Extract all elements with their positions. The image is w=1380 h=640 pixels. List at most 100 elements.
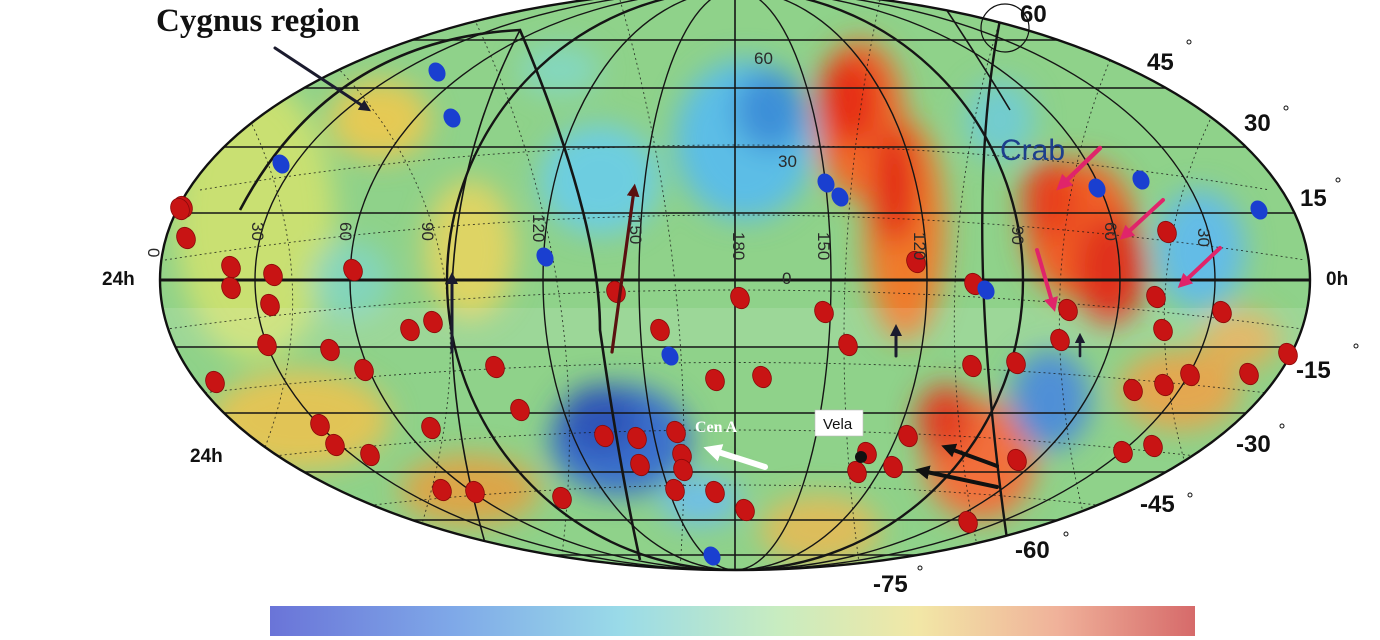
grid-label-lon90a: 90 [418, 222, 437, 241]
hour-label-lower-left: 24h [190, 446, 223, 467]
cygnus-arrow [273, 46, 372, 112]
red-source-marker [432, 478, 452, 502]
dec-label-45: 45 [1147, 49, 1174, 76]
red-markers [170, 195, 1298, 534]
red-source-marker [510, 398, 530, 422]
red-source-marker [260, 293, 280, 317]
red-source-marker [170, 197, 190, 221]
red-source-marker [962, 354, 982, 378]
dec-label-30: 30 [1244, 110, 1271, 137]
grid-label-lon60b: 60 [1101, 222, 1120, 241]
red-source-marker [310, 413, 330, 437]
crab-arrow-2 [1119, 198, 1165, 240]
red-source-marker [1239, 362, 1259, 386]
red-source-marker [847, 460, 867, 484]
red-source-marker [730, 286, 750, 310]
blue-source-marker [817, 173, 835, 193]
red-source-marker [666, 420, 686, 444]
red-source-marker [705, 480, 725, 504]
hour-label-left: 24h [102, 269, 135, 290]
red-source-marker [1154, 373, 1174, 397]
red-source-marker [1212, 300, 1232, 324]
red-source-marker [343, 258, 363, 282]
red-source-marker [627, 426, 647, 450]
grid-label-lon0: 0 [144, 248, 163, 257]
red-source-marker [650, 318, 670, 342]
dec-label-m45: -45 [1140, 491, 1175, 518]
grid-label-lon180: 180 [729, 232, 748, 260]
red-source-marker [485, 355, 505, 379]
grid-label-g60: 60 [754, 49, 773, 68]
grid-label-g30: 30 [778, 152, 797, 171]
red-source-marker [814, 300, 834, 324]
red-source-marker [1153, 318, 1173, 342]
red-source-marker [1180, 363, 1200, 387]
red-source-marker [1006, 351, 1026, 375]
vela-label-box [814, 409, 864, 437]
grid-label-lon120b: 120 [910, 232, 929, 260]
red-source-marker [705, 368, 725, 392]
crab-arrow-4 [1035, 248, 1058, 312]
dec-label-15: 15 [1300, 185, 1327, 212]
color-scale-bar [270, 606, 1195, 636]
blue-source-marker [443, 108, 461, 128]
red-source-marker [421, 416, 441, 440]
red-source-marker [906, 250, 926, 274]
red-source-marker [1058, 298, 1078, 322]
red-source-marker [1143, 434, 1163, 458]
map-outline [158, 0, 1312, 572]
blue-markers [272, 62, 1268, 566]
dec-label-m15: -15 [1296, 357, 1331, 384]
blue-source-marker [703, 546, 721, 566]
arrows [273, 46, 1222, 489]
red-source-marker [883, 455, 903, 479]
red-source-marker [1050, 328, 1070, 352]
grid-label-lon150b: 150 [814, 232, 833, 260]
blue-source-marker [272, 154, 290, 174]
cen-a-label: Cen A [695, 419, 738, 436]
dec-label-60: 60 [1020, 1, 1047, 28]
grid-label-lon30b: 30 [1194, 228, 1213, 247]
red-source-marker [221, 255, 241, 279]
cen-a-arrow [703, 444, 768, 470]
red-source-marker [465, 480, 485, 504]
blue-source-marker [1088, 178, 1106, 198]
red-source-marker [257, 333, 277, 357]
dec-label-m75: -75 [873, 571, 908, 598]
crab-arrow-3 [1177, 246, 1222, 288]
red-source-marker [552, 486, 572, 510]
crab-arrow-1 [1056, 145, 1103, 191]
red-source-marker [1007, 448, 1027, 472]
blue-source-marker [536, 247, 554, 267]
grid-label-lon120: 120 [529, 214, 548, 242]
red-source-marker [400, 318, 420, 342]
blue-source-marker [661, 346, 679, 366]
blue-source-marker [977, 280, 995, 300]
grid-label-lon90b: 90 [1008, 226, 1027, 245]
red-source-marker [665, 478, 685, 502]
grid-label-lon30a: 30 [248, 222, 267, 241]
red-source-marker [205, 370, 225, 394]
red-source-marker [1146, 285, 1166, 309]
red-source-marker [735, 498, 755, 522]
blue-source-marker [831, 187, 849, 207]
red-source-marker [630, 453, 650, 477]
red-source-marker [221, 276, 241, 300]
red-source-marker [1157, 220, 1177, 244]
red-source-marker [673, 458, 693, 482]
grid-label-g0: 0 [782, 269, 791, 288]
vela-arrow-1 [941, 443, 999, 468]
red-source-marker [320, 338, 340, 362]
dec-label-m60: -60 [1015, 537, 1050, 564]
red-source-marker [176, 226, 196, 250]
red-source-marker [838, 333, 858, 357]
red-source-marker [360, 443, 380, 467]
vela-label: Vela [823, 416, 853, 433]
red-source-marker [1278, 342, 1298, 366]
red-source-marker [752, 365, 772, 389]
small-circle [980, 3, 1030, 53]
red-source-marker [423, 310, 443, 334]
red-source-marker [354, 358, 374, 382]
red-source-marker [594, 424, 614, 448]
